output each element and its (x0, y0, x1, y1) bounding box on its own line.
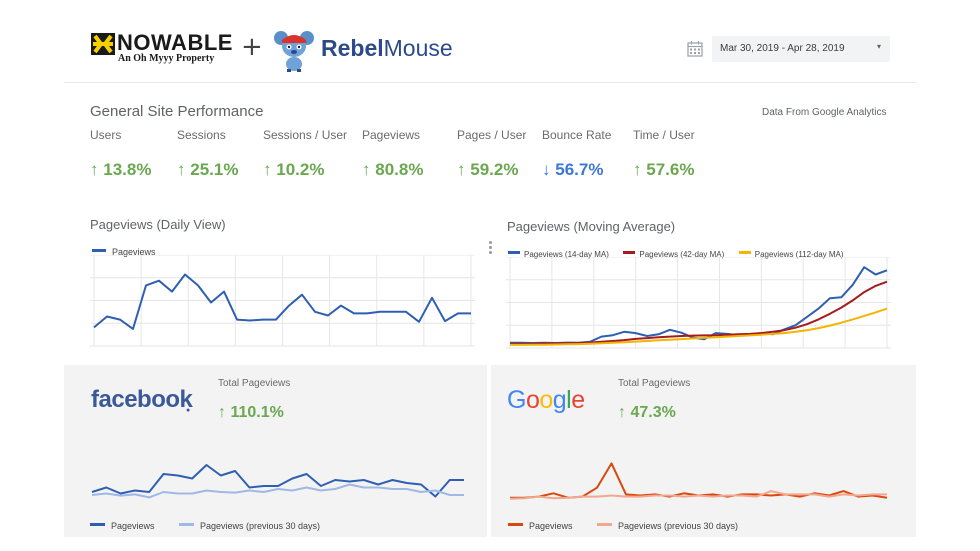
daily-pageviews-chart (90, 255, 475, 347)
ma-chart-title: Pageviews (Moving Average) (507, 219, 676, 234)
google-logo-letter: o (539, 386, 553, 414)
up-arrow-icon: ↑ (633, 160, 642, 179)
facebook-pageviews-chart (91, 464, 464, 499)
kpi-number: 13.8% (103, 160, 152, 179)
kpi-number: 56.7% (555, 160, 604, 179)
series-line-1 (93, 273, 471, 330)
legend-swatch (508, 523, 523, 527)
series-line-3 (510, 307, 888, 346)
series-line-1 (91, 464, 464, 498)
ma-chart-legend: Pageviews (14-day MA) Pageviews (42-day … (508, 244, 844, 262)
google-pageviews-chart (509, 462, 888, 500)
kpi-label: Pages / User (457, 128, 527, 142)
daily-chart-title: Pageviews (Daily View) (90, 217, 226, 232)
facebook-logo-dot: ● (186, 407, 191, 414)
series-line-2 (91, 483, 464, 499)
series-line-1 (510, 462, 888, 499)
rebelmouse-mascot-icon (274, 31, 314, 72)
legend-swatch (596, 523, 612, 527)
legend-swatch (508, 251, 520, 255)
series-line-1 (510, 266, 888, 344)
kpi-value: ↓ 56.7% (542, 160, 603, 180)
google-logo-letter: e (571, 386, 585, 414)
up-arrow-icon: ↑ (618, 404, 626, 421)
google-logo-letter: o (525, 386, 540, 414)
legend-swatch (92, 249, 106, 253)
down-arrow-icon: ↓ (542, 160, 551, 179)
kpi-label: Sessions (177, 128, 226, 142)
caret-down-icon: ▾ (876, 42, 881, 51)
up-arrow-icon: ↑ (263, 160, 272, 179)
up-arrow-icon: ↑ (218, 404, 226, 421)
data-source-note: Data From Google Analytics (762, 107, 887, 118)
legend-swatch (90, 523, 105, 527)
daily-chart-legend: Pageviews (92, 242, 156, 260)
kpi-value: ↑ 10.2% (263, 160, 324, 180)
google-total-value: ↑ 47.3% (618, 404, 676, 422)
kpi-value: ↑ 80.8% (362, 160, 423, 180)
moving-average-chart (506, 257, 891, 349)
facebook-total-value: ↑ 110.1% (218, 404, 284, 422)
legend-label: Pageviews (111, 521, 155, 531)
series-line-2 (509, 280, 888, 345)
knowable-mark-icon (91, 33, 115, 55)
google-panel (491, 365, 916, 537)
knowable-wordmark: NOWABLE (117, 30, 233, 55)
more-options-icon[interactable] (489, 241, 493, 256)
kpi-label: Users (90, 128, 122, 142)
kpi-value: ↑ 25.1% (177, 160, 238, 180)
header-divider (64, 82, 916, 83)
kpi-label: Time / User (633, 128, 695, 142)
legend-label: Pageviews (previous 30 days) (617, 521, 739, 531)
kpi-label: Sessions / User (263, 128, 348, 142)
date-range-selector[interactable]: Mar 30, 2019 - Apr 28, 2019 ▾ (712, 36, 890, 62)
kpi-value: ↑ 13.8% (90, 160, 151, 180)
facebook-panel (64, 365, 487, 537)
kpi-number: 80.8% (375, 160, 424, 179)
up-arrow-icon: ↑ (362, 160, 371, 179)
kpi-label: Bounce Rate (542, 128, 612, 142)
up-arrow-icon: ↑ (457, 160, 466, 179)
knowable-tagline: An Oh Myyy Property (118, 53, 215, 64)
kpi-number: 25.1% (190, 160, 239, 179)
legend-swatch (178, 523, 194, 527)
rebelmouse-wordmark: RebelMouse (321, 35, 453, 62)
kpi-value: ↑ 57.6% (633, 160, 694, 180)
rebelmouse-wordmark-rebel: Rebel (321, 35, 384, 61)
legend-label: Pageviews (previous 30 days) (199, 521, 321, 531)
legend-label: Pageviews (112, 247, 156, 257)
legend-label: Pageviews (112-day MA) (754, 250, 844, 259)
facebook-total-label: Total Pageviews (218, 378, 291, 389)
google-logo-letter: G (507, 386, 526, 414)
google-total-number: 47.3% (630, 404, 676, 421)
kpi-number: 59.2% (470, 160, 519, 179)
google-logo-letter: l (566, 386, 572, 414)
google-total-label: Total Pageviews (618, 378, 691, 389)
section-title: General Site Performance (90, 103, 264, 120)
facebook-legend: Pageviews Pageviews (previous 30 days) (90, 516, 320, 534)
up-arrow-icon: ↑ (90, 160, 99, 179)
legend-label: Pageviews (42-day MA) (639, 250, 725, 259)
google-logo: Google (507, 386, 585, 415)
kpi-label: Pageviews (362, 128, 421, 142)
date-range-value: Mar 30, 2019 - Apr 28, 2019 (720, 43, 845, 54)
kpi-value: ↑ 59.2% (457, 160, 518, 180)
kpi-number: 10.2% (276, 160, 325, 179)
legend-swatch (738, 251, 751, 255)
rebelmouse-wordmark-mouse: Mouse (383, 35, 453, 61)
series-line-2 (509, 490, 887, 500)
up-arrow-icon: ↑ (177, 160, 186, 179)
plus-sign: + (241, 32, 263, 62)
google-logo-letter: g (552, 386, 567, 414)
facebook-logo: facebook (91, 386, 193, 413)
legend-label: Pageviews (14-day MA) (524, 250, 609, 259)
facebook-total-number: 110.1% (230, 404, 284, 421)
kpi-number: 57.6% (646, 160, 695, 179)
google-legend: Pageviews Pageviews (previous 30 days) (508, 516, 738, 534)
legend-label: Pageviews (529, 521, 573, 531)
legend-swatch (623, 251, 636, 255)
calendar-icon[interactable] (687, 40, 703, 57)
